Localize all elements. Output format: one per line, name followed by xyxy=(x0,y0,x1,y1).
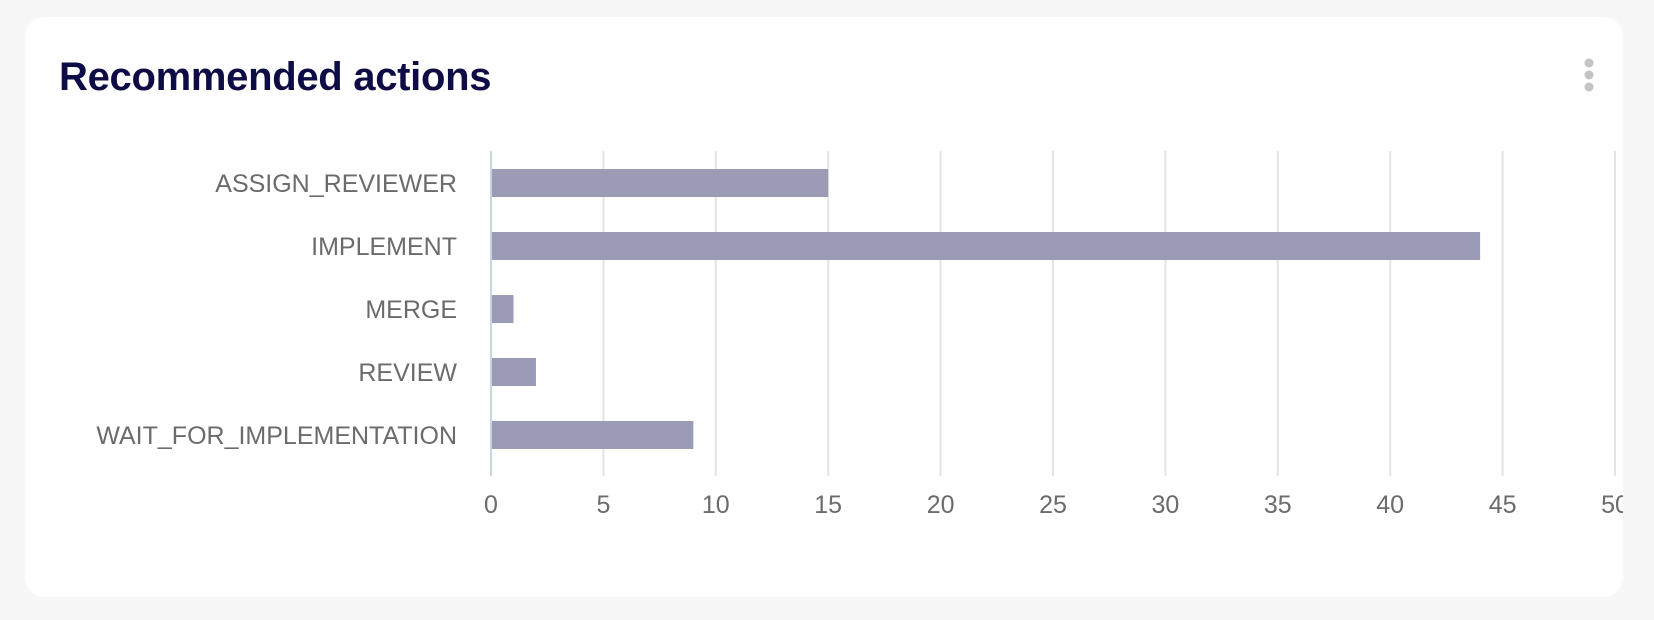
x-tick-label: 50 xyxy=(1601,491,1623,519)
bar-chart: 0 5 10 15 20 25 30 35 40 45 50 ASSIGN_REVIEWER IMPLE… xyxy=(96,151,1623,519)
bar-merge[interactable] xyxy=(491,295,514,323)
x-tick-label: 30 xyxy=(1151,491,1179,519)
bar-assign-reviewer[interactable] xyxy=(491,169,829,197)
x-tick-label: 45 xyxy=(1489,491,1517,519)
category-label: MERGE xyxy=(365,296,457,324)
category-label: ASSIGN_REVIEWER xyxy=(215,170,457,198)
card-title: Recommended actions xyxy=(59,55,492,99)
x-tick-label: 15 xyxy=(814,491,842,519)
x-tick-label: 25 xyxy=(1039,491,1067,519)
x-tick-label: 40 xyxy=(1376,491,1404,519)
x-tick-label: 10 xyxy=(702,491,730,519)
recommended-actions-card: Recommended actions 0 5 10 15 20 25 30 35 40 45 50… xyxy=(25,17,1623,597)
category-label: WAIT_FOR_IMPLEMENTATION xyxy=(96,422,457,450)
category-label: IMPLEMENT xyxy=(311,233,457,261)
more-vertical-icon xyxy=(1584,58,1594,92)
x-tick-label: 0 xyxy=(484,491,498,519)
x-tick-label: 35 xyxy=(1264,491,1292,519)
more-options-button[interactable] xyxy=(1579,57,1599,93)
bar-review[interactable] xyxy=(491,358,536,386)
x-tick-label: 5 xyxy=(596,491,610,519)
category-label: REVIEW xyxy=(358,359,457,387)
x-tick-label: 20 xyxy=(927,491,955,519)
bar-wait-for-implementation[interactable] xyxy=(491,421,694,449)
bar-implement[interactable] xyxy=(491,232,1481,260)
